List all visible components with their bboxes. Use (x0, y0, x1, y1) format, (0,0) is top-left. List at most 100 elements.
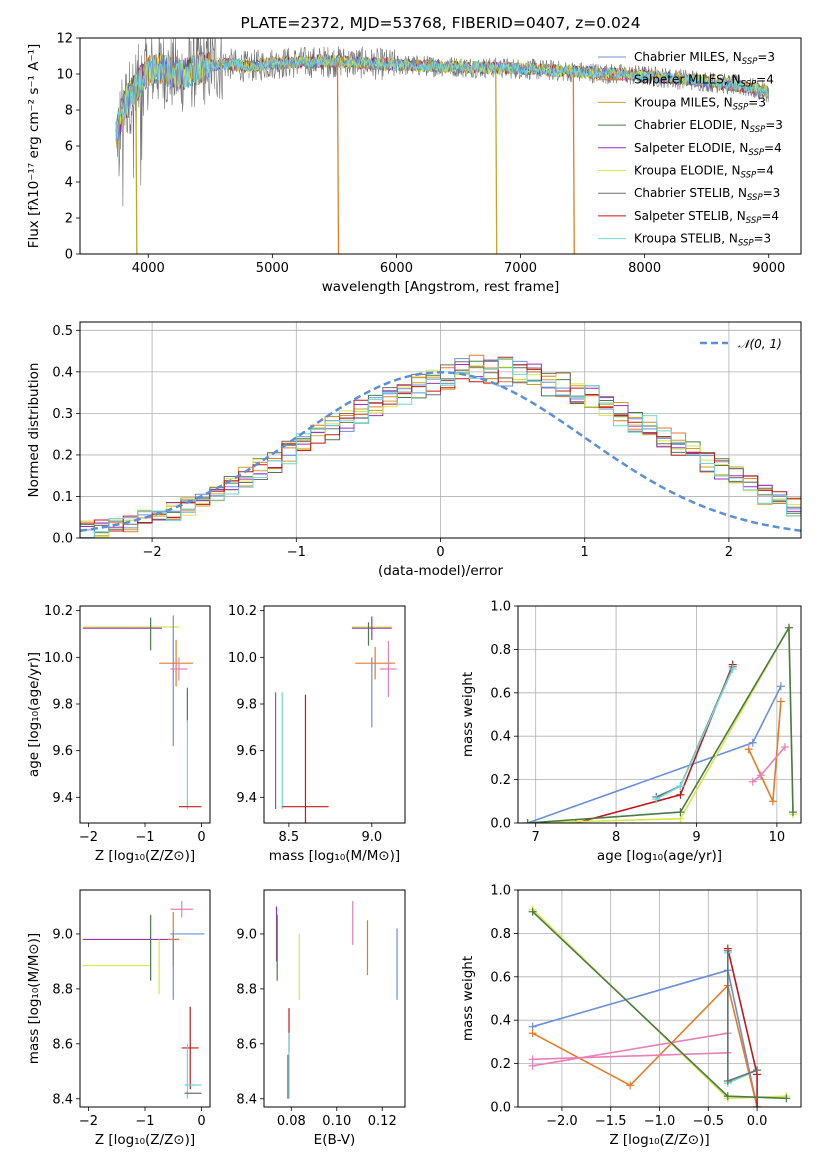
y-tick-label: 8.8 (52, 982, 73, 997)
y-tick-label: 4 (65, 176, 73, 191)
y-tick-label: 0.4 (52, 365, 73, 380)
legend-sub: SSP (746, 216, 762, 226)
y-axis-label: age [log₁₀(age/yr)] (26, 652, 42, 777)
x-tick-label: −1 (135, 1114, 154, 1129)
x-tick-label: 7000 (504, 261, 537, 276)
y-tick-label: 0.1 (52, 490, 73, 505)
x-tick-label: 0.12 (368, 1114, 397, 1129)
histogram-series (80, 356, 801, 532)
weight-series (527, 624, 794, 823)
y-tick-label: 9.6 (52, 744, 73, 759)
x-axis-label: wavelength [Angstrom, rest frame] (322, 279, 560, 295)
x-tick-label: −1 (287, 545, 306, 560)
x-axis-label: mass [log₁₀(M/M⊙)] (269, 848, 400, 864)
x-axis-label: age [log₁₀(age/yr)] (597, 848, 722, 864)
legend-name: Kroupa MILES, N (634, 95, 733, 109)
legend: Chabrier MILES, NSSP=3 Salpeter MILES, N S… (598, 50, 783, 249)
y-tick-label: 10.0 (44, 651, 73, 666)
axes-frame (79, 605, 211, 824)
x-tick-label: 7 (532, 830, 540, 845)
histogram-plot (80, 354, 801, 538)
weight-series (532, 983, 758, 1107)
legend-name: Chabrier ELODIE, N (634, 118, 750, 132)
x-tick-label: −1.0 (644, 1114, 676, 1129)
y-tick-label: 6 (65, 140, 73, 155)
weight-series (752, 746, 786, 783)
legend-sub: SSP (741, 171, 757, 181)
y-tick-label: 0.3 (52, 407, 73, 422)
y-tick-label: 0.0 (490, 817, 511, 832)
y-tick-label: 10.2 (44, 604, 73, 619)
legend-name: Chabrier STELIB, N (634, 186, 747, 200)
legend-label: Chabrier STELIB, NSSP=3 (634, 186, 780, 203)
x-tick-label: 4000 (132, 261, 165, 276)
errorbar-plot (275, 900, 398, 1099)
y-tick-label: 9.4 (52, 791, 73, 806)
axes-frame (517, 605, 802, 824)
legend-name: Kroupa ELODIE, N (634, 164, 741, 178)
errorbar-plot (82, 900, 205, 1099)
y-tick-label: 0.6 (490, 686, 511, 701)
y-tick-label: 0.0 (490, 1101, 511, 1116)
axes-age-mass: 8.5 9.0 9.4 9.6 9.8 10.0 10.2 mass [log₁₀(M/M⊙)… (228, 604, 400, 864)
axes-mass-Z: −2 −1 0 8.4 8.6 8.8 9.0 Z [log₁₀(Z/Z⊙)] mass [lo… (26, 927, 206, 1148)
y-tick-label: 9.0 (52, 927, 73, 942)
x-tick-label: 10 (769, 830, 786, 845)
x-tick-label: −2 (79, 830, 98, 845)
x-tick-label: 0.0 (747, 1114, 768, 1129)
spectrum-dropout (495, 67, 498, 254)
y-tick-label: 10.0 (228, 651, 257, 666)
gaussian-curve (80, 371, 801, 532)
legend-label: Kroupa ELODIE, NSSP=4 (634, 164, 774, 181)
y-axis-label: mass weight (460, 672, 476, 757)
legend-suffix: =3 (757, 50, 775, 64)
y-tick-label: 0.8 (490, 643, 511, 658)
y-tick-label: 8.4 (52, 1092, 73, 1107)
axes-age-Z: −2 −1 0 9.4 9.6 9.8 10.0 10.2 Z [log₁₀(Z/Z⊙)] age… (26, 604, 206, 864)
weight-plot (528, 905, 791, 1107)
x-axis-label: Z [log₁₀(Z/Z⊙)] (95, 848, 195, 864)
x-tick-label: 9 (692, 830, 700, 845)
x-tick-label: 1 (581, 545, 589, 560)
y-tick-label: 0.6 (490, 970, 511, 985)
y-tick-label: 8.6 (236, 1037, 257, 1052)
x-tick-label: 8 (612, 830, 620, 845)
y-tick-label: 2 (65, 212, 73, 227)
axes-residuals: −2 −1 0 1 2 0.0 0.1 0.2 0.3 0.4 0.5 (data-model)/er… (26, 322, 801, 579)
legend-label: Salpeter STELIB, NSSP=4 (634, 209, 779, 226)
y-tick-label: 0.8 (490, 927, 511, 942)
legend-name: Salpeter MILES, N (634, 73, 741, 87)
y-tick-label: 9.6 (236, 744, 257, 759)
legend-label: Chabrier MILES, NSSP=3 (634, 50, 775, 67)
x-tick-label: 0 (197, 1114, 205, 1129)
legend-suffix: =4 (764, 141, 782, 155)
y-axis-label: mass weight (460, 956, 476, 1041)
legend-label: Kroupa MILES, NSSP=3 (634, 95, 766, 112)
x-tick-label: −0.5 (693, 1114, 725, 1129)
weight-series (747, 701, 782, 805)
legend-suffix: =4 (761, 209, 779, 223)
axes-frame (263, 605, 406, 824)
y-tick-label: 9.8 (52, 698, 73, 713)
x-axis-label: E(B-V) (314, 1132, 356, 1148)
x-tick-label: 0 (436, 545, 444, 560)
x-tick-label: −2.0 (546, 1114, 578, 1129)
y-tick-label: 10.2 (228, 604, 257, 619)
x-tick-label: 6000 (380, 261, 413, 276)
legend-suffix: =3 (748, 95, 766, 109)
weight-plot (523, 623, 797, 823)
x-tick-label: 2 (725, 545, 733, 560)
legend-suffix: =3 (763, 186, 781, 200)
y-tick-label: 0.5 (52, 324, 73, 339)
y-tick-label: 0.4 (490, 730, 511, 745)
legend-label: 𝒩(0, 1) (738, 337, 782, 351)
y-axis-label: mass [log₁₀(M/M⊙)] (26, 933, 42, 1064)
axes-weight-age: 7 8 9 10 0.0 0.2 0.4 0.6 0.8 1.0 age [log₁₀(age/yr… (460, 600, 801, 864)
legend-sub: SSP (748, 148, 764, 158)
legend-suffix: =3 (765, 118, 783, 132)
axes-mass-EBV: 0.08 0.10 0.12 8.4 8.6 8.8 9.0 E(B-V) (236, 927, 396, 1148)
axes-frame (263, 889, 406, 1108)
legend-label: Salpeter ELODIE, NSSP=4 (634, 141, 782, 158)
x-tick-label: 0 (197, 830, 205, 845)
